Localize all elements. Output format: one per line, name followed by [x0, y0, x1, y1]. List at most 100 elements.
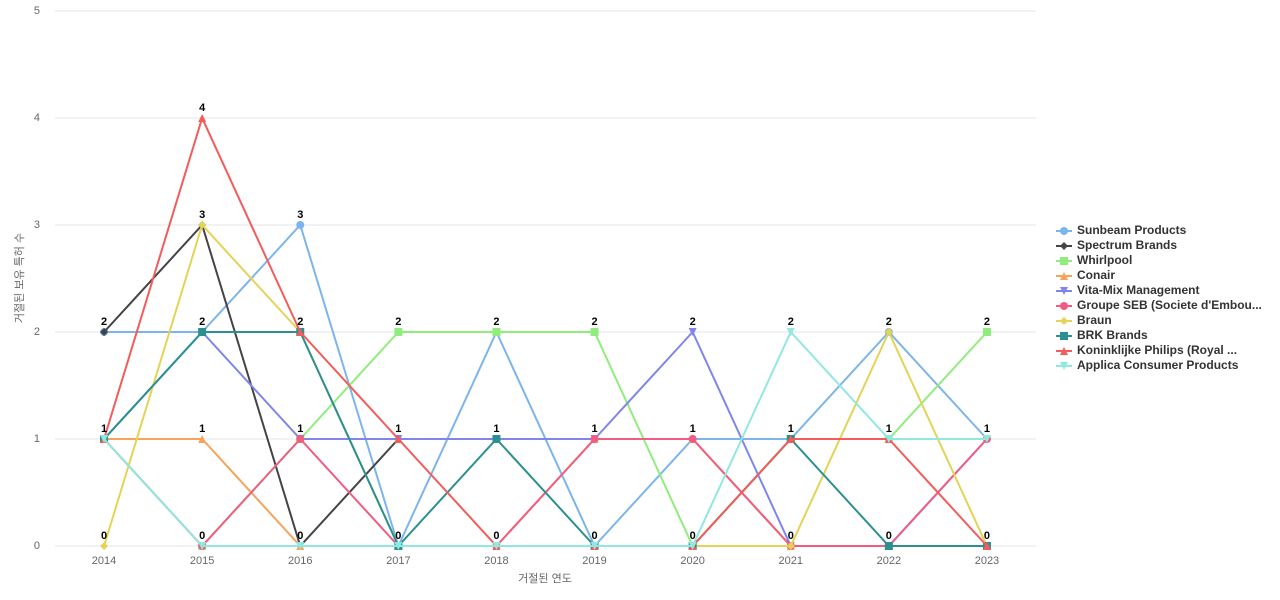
marker	[198, 328, 207, 336]
marker	[198, 221, 207, 229]
x-tick-label: 2020	[680, 555, 704, 567]
marker	[198, 114, 207, 122]
y-tick-label: 0	[34, 540, 40, 552]
legend-label: Braun	[1077, 313, 1112, 327]
marker	[1060, 362, 1068, 370]
x-tick-label: 2021	[779, 555, 803, 567]
data-label: 2	[199, 316, 205, 328]
marker	[884, 328, 893, 336]
data-label: 2	[297, 316, 303, 328]
legend-item[interactable]: Conair	[1056, 268, 1115, 282]
marker	[198, 542, 207, 550]
data-label: 1	[886, 423, 892, 435]
data-label: 2	[984, 316, 990, 328]
marker	[1060, 302, 1068, 310]
legend-label: Conair	[1077, 268, 1115, 282]
legend-item[interactable]: BRK Brands	[1056, 328, 1148, 342]
y-tick-label: 5	[34, 5, 40, 17]
marker	[394, 542, 403, 550]
legend-label: BRK Brands	[1077, 328, 1148, 342]
data-label: 0	[493, 530, 499, 542]
y-tick-label: 2	[34, 326, 40, 338]
data-label: 0	[591, 530, 597, 542]
y-tick-label: 3	[34, 219, 40, 231]
marker	[688, 542, 697, 550]
marker	[198, 435, 207, 443]
data-label: 1	[395, 423, 401, 435]
data-label: 2	[591, 316, 597, 328]
marker	[492, 542, 501, 550]
y-tick-label: 1	[34, 433, 40, 445]
marker	[296, 328, 305, 336]
y-axis-label: 거절된 보유 특허 수	[13, 233, 26, 323]
marker	[296, 542, 305, 550]
legend-label: Koninklijke Philips (Royal ...	[1077, 343, 1237, 357]
marker	[786, 542, 795, 550]
legend-label: Spectrum Brands	[1077, 238, 1177, 252]
series-line	[103, 331, 987, 548]
marker	[100, 328, 109, 336]
marker	[100, 435, 109, 443]
legend-label: Applica Consumer Products	[1077, 358, 1239, 372]
x-tick-label: 2018	[484, 555, 508, 567]
legend-item[interactable]: Applica Consumer Products	[1056, 358, 1239, 372]
data-label: 0	[690, 530, 696, 542]
data-label: 0	[101, 530, 107, 542]
marker	[884, 435, 893, 443]
marker	[1060, 272, 1068, 280]
data-label: 0	[788, 530, 794, 542]
x-tick-label: 2015	[190, 555, 214, 567]
x-tick-label: 2019	[582, 555, 606, 567]
x-tick-label: 2022	[877, 555, 901, 567]
x-tick-label: 2014	[92, 555, 116, 567]
marker	[688, 328, 697, 336]
data-label: 1	[591, 423, 597, 435]
data-label: 3	[297, 209, 303, 221]
legend-item[interactable]: Spectrum Brands	[1056, 238, 1177, 252]
marker	[1060, 287, 1068, 295]
legend-item[interactable]: Braun	[1056, 313, 1112, 327]
data-label: 3	[199, 209, 205, 221]
legend-item[interactable]: Sunbeam Products	[1056, 223, 1187, 237]
marker	[884, 542, 893, 550]
marker	[688, 435, 697, 443]
series	[100, 221, 991, 550]
marker	[590, 542, 599, 550]
legend-item[interactable]: Groupe SEB (Societe d'Embou...	[1056, 298, 1262, 312]
data-label: 1	[690, 423, 696, 435]
data-label: 2	[886, 316, 892, 328]
marker	[982, 542, 991, 550]
marker	[590, 328, 599, 336]
data-label: 1	[493, 423, 499, 435]
data-label: 2	[395, 316, 401, 328]
data-label: 1	[199, 423, 205, 435]
legend-item[interactable]: Whirlpool	[1056, 253, 1132, 267]
data-label: 2	[493, 316, 499, 328]
data-label: 0	[886, 530, 892, 542]
legend-item[interactable]: Vita-Mix Management	[1056, 283, 1199, 297]
data-label: 1	[101, 423, 107, 435]
marker	[394, 435, 403, 443]
legend-label: Sunbeam Products	[1077, 223, 1187, 237]
data-label: 0	[199, 530, 205, 542]
series	[100, 328, 991, 550]
marker	[492, 328, 501, 336]
data-label: 0	[395, 530, 401, 542]
marker	[982, 328, 991, 336]
data-label: 0	[297, 530, 303, 542]
marker	[394, 328, 403, 336]
series	[100, 221, 991, 550]
marker	[590, 435, 599, 443]
x-tick-label: 2023	[975, 555, 999, 567]
series-line	[104, 223, 988, 549]
legend-item[interactable]: Koninklijke Philips (Royal ...	[1056, 343, 1237, 357]
marker	[1060, 242, 1068, 250]
legend-label: Whirlpool	[1077, 253, 1132, 267]
x-tick-label: 2017	[386, 555, 410, 567]
marker	[1060, 332, 1068, 340]
marker	[296, 221, 305, 229]
data-label: 2	[690, 316, 696, 328]
data-label: 2	[101, 316, 107, 328]
x-axis-label: 거절된 연도	[518, 572, 572, 585]
